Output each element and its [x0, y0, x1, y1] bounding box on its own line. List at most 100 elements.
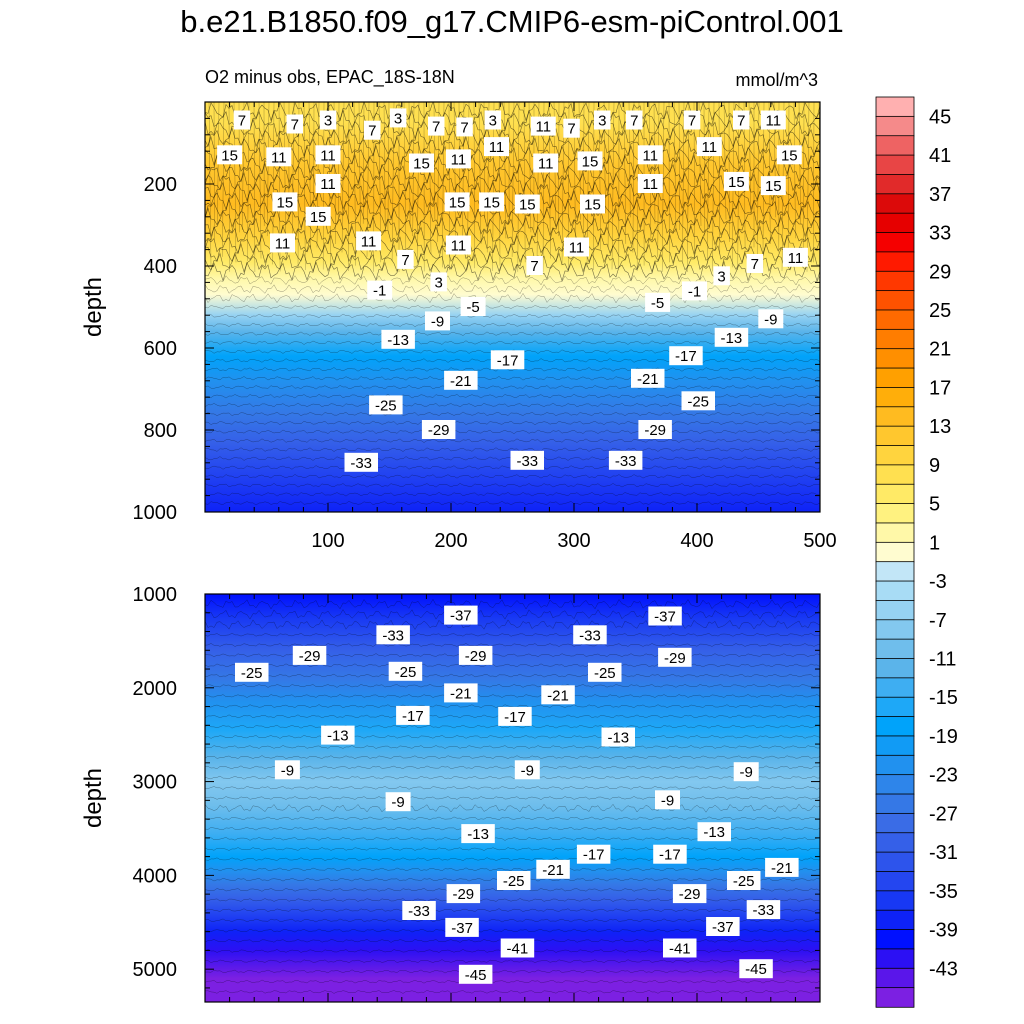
contour-label: -29 [446, 884, 481, 904]
contour-label: -45 [458, 964, 493, 984]
colorbar-box [875, 328, 915, 350]
contour-streak [228, 102, 230, 272]
colorbar-box [875, 677, 915, 698]
colorbar-box [875, 658, 915, 679]
colorbar-tick-label: 29 [929, 261, 951, 283]
contour-label: -13 [461, 824, 495, 844]
contour-label: -5 [645, 292, 671, 312]
svg-text:-21: -21 [450, 373, 472, 390]
svg-text:-25: -25 [594, 665, 616, 682]
contour-streak [787, 102, 790, 266]
contour-line [205, 189, 820, 211]
contour-label: -13 [321, 725, 355, 745]
contour-streak [478, 102, 482, 245]
contour-streak [517, 102, 520, 272]
svg-text:-33: -33 [350, 455, 372, 472]
contour-line [205, 979, 820, 984]
colorbar-tick-label: -23 [929, 765, 958, 787]
contour-line [205, 474, 820, 479]
contour-label: -25 [681, 391, 715, 411]
contour-label: 3 [594, 110, 611, 130]
x-tick-label: 200 [434, 530, 467, 552]
contour-line [205, 162, 820, 184]
contour-streak [682, 102, 685, 262]
contour-streak [793, 102, 796, 239]
colorbar-tick-label: -31 [929, 842, 958, 864]
svg-text:7: 7 [368, 123, 376, 140]
contour-line [205, 765, 820, 770]
subtitle-units: mmol/m^3 [736, 70, 818, 90]
contour-line [205, 898, 820, 902]
contour-line [205, 153, 820, 175]
colorbar-tick-label: 37 [929, 184, 951, 206]
svg-text:-21: -21 [542, 862, 564, 879]
svg-text:-45: -45 [745, 961, 767, 978]
x-tick-label: 300 [557, 530, 590, 552]
contour-label: -25 [497, 871, 531, 890]
contour-label: -17 [396, 705, 430, 725]
colorbar-box [875, 619, 915, 640]
contour-streak [756, 102, 760, 270]
svg-text:3: 3 [598, 113, 606, 130]
svg-text:7: 7 [238, 113, 246, 130]
svg-text:-33: -33 [579, 627, 601, 644]
svg-text:3: 3 [324, 113, 332, 130]
contour-line [205, 908, 820, 913]
svg-text:-13: -13 [387, 332, 409, 349]
contour-line [205, 500, 820, 506]
contour-label: -9 [274, 760, 300, 780]
contour-label: -9 [385, 792, 411, 812]
contour-streak [707, 102, 710, 265]
svg-text:-33: -33 [382, 627, 404, 644]
svg-text:-37: -37 [450, 608, 472, 625]
contour-streak [222, 102, 225, 257]
contour-streak [523, 102, 526, 263]
contour-streak [611, 102, 615, 270]
contour-label: -37 [648, 606, 682, 626]
contour-streak [391, 102, 395, 262]
contour-label: 11 [782, 247, 808, 267]
svg-text:11: 11 [788, 250, 804, 267]
contour-line [205, 283, 820, 295]
colorbar-box [875, 561, 915, 582]
svg-text:11: 11 [536, 119, 552, 136]
svg-text:11: 11 [320, 176, 336, 193]
colorbar-box [875, 503, 915, 524]
svg-text:-29: -29 [465, 648, 487, 665]
contour-streak [283, 102, 287, 255]
y-tick-label: 1000 [133, 584, 178, 606]
contour-label: -9 [733, 762, 759, 782]
svg-text:-9: -9 [281, 762, 294, 779]
svg-text:-9: -9 [740, 764, 753, 781]
contour-streak [803, 102, 805, 258]
contour-line [205, 969, 820, 974]
contour-streak [492, 102, 495, 272]
contour-line [205, 796, 820, 800]
contour-label: 3 [389, 108, 407, 128]
contour-label: -33 [510, 450, 544, 470]
contour-label: 15 [272, 192, 298, 212]
svg-text:15: 15 [277, 194, 294, 211]
svg-text:-33: -33 [753, 902, 775, 919]
svg-text:-25: -25 [375, 397, 397, 414]
y-tick-label: 1000 [133, 502, 178, 524]
contour-label: -17 [669, 346, 703, 366]
contour-label: -25 [369, 395, 403, 415]
contour-label: 11 [445, 235, 471, 255]
contour-streak [623, 102, 627, 244]
contour-line [205, 313, 820, 319]
contour-label: 7 [563, 118, 580, 138]
svg-text:-1: -1 [688, 283, 701, 300]
y-tick-label: 3000 [133, 772, 178, 794]
contour-label: 15 [444, 192, 470, 212]
colorbar-box [875, 232, 915, 253]
colorbar-box [875, 115, 915, 137]
contour-line [205, 385, 820, 390]
lower-y-axis-label: depth [80, 768, 107, 828]
svg-text:-29: -29 [452, 886, 474, 903]
contour-label: 11 [315, 174, 341, 193]
contour-label: 11 [356, 231, 382, 251]
colorbar-box [875, 948, 915, 969]
svg-text:-21: -21 [637, 371, 659, 388]
contour-line [205, 234, 820, 256]
